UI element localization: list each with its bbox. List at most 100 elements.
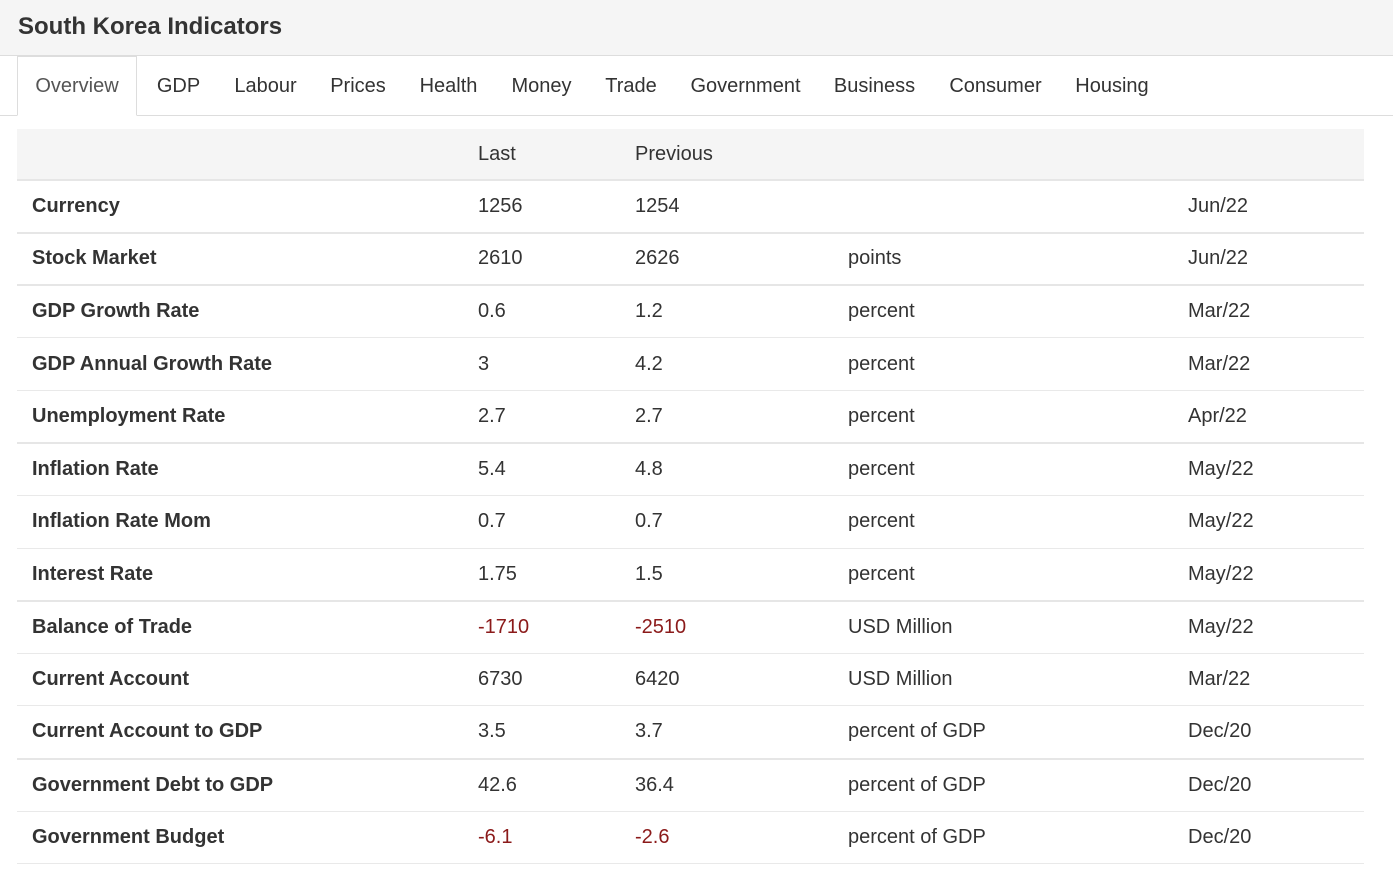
reference-date: Jun/22	[1188, 247, 1249, 270]
tab-bar: Overview GDP Labour Prices Health Money …	[0, 56, 1393, 116]
last-value: 0.7	[478, 510, 506, 533]
reference-date: Mar/22	[1188, 300, 1251, 323]
last-value: -1710	[478, 615, 530, 638]
indicator-link[interactable]: Government Debt to GDP	[32, 773, 274, 796]
indicator-link[interactable]: Government Budget	[32, 825, 225, 848]
tab-health[interactable]: Health	[419, 74, 478, 97]
unit	[848, 180, 1188, 233]
previous-value: 4.2	[635, 352, 663, 375]
last-value: 0.6	[478, 300, 506, 323]
reference-date: Mar/22	[1188, 668, 1251, 691]
table-row: GDP Annual Growth Rate 3 4.2 percent Mar…	[17, 338, 1364, 391]
table-row: Current Account to GDP 3.5 3.7 percent o…	[17, 706, 1364, 759]
previous-value: 6420	[635, 668, 680, 691]
previous-value: 0.7	[635, 510, 663, 533]
last-value: 1.75	[478, 562, 517, 585]
unit: USD Million	[848, 615, 953, 638]
tab-trade[interactable]: Trade	[605, 74, 657, 97]
table-row: Interest Rate 1.75 1.5 percent May/22	[17, 548, 1364, 601]
tab-business[interactable]: Business	[833, 74, 916, 97]
table-row: Inflation Rate Mom 0.7 0.7 percent May/2…	[17, 496, 1364, 549]
unit: percent	[848, 510, 915, 533]
tab-consumer[interactable]: Consumer	[949, 74, 1042, 97]
indicator-link[interactable]: Currency	[32, 194, 120, 217]
reference-date: Dec/20	[1188, 720, 1252, 743]
indicator-link[interactable]: Inflation Rate	[32, 458, 159, 481]
reference-date: Jun/22	[1188, 194, 1249, 217]
reference-date: Apr/22	[1188, 404, 1247, 427]
indicator-link[interactable]: Current Account	[32, 668, 190, 691]
last-value: 3.5	[478, 720, 506, 743]
last-value: 2610	[478, 247, 523, 270]
indicator-link[interactable]: Inflation Rate Mom	[32, 510, 211, 533]
last-value: 2.7	[478, 404, 506, 427]
indicator-link[interactable]: Unemployment Rate	[32, 404, 226, 427]
unit: percent of GDP	[848, 720, 986, 743]
table-header-row: Last Previous	[17, 129, 1364, 181]
tab-labour[interactable]: Labour	[234, 74, 297, 97]
previous-value: 1254	[635, 194, 680, 217]
indicator-link[interactable]: Balance of Trade	[32, 615, 193, 638]
tab-money[interactable]: Money	[511, 74, 572, 97]
indicators-table-container: Last Previous Currency 1256 1254 Jun/22 …	[17, 129, 1364, 864]
previous-value: 2.7	[635, 404, 663, 427]
indicator-link[interactable]: GDP Annual Growth Rate	[32, 352, 273, 375]
unit: percent	[848, 562, 915, 585]
page-title: South Korea Indicators	[18, 12, 283, 40]
reference-date: May/22	[1188, 510, 1254, 533]
unit: percent of GDP	[848, 825, 986, 848]
header-unit	[848, 129, 1188, 181]
indicator-link[interactable]: GDP Growth Rate	[32, 300, 200, 323]
unit: percent of GDP	[848, 773, 986, 796]
last-value: 1256	[478, 194, 523, 217]
previous-value: 2626	[635, 247, 680, 270]
previous-value: -2510	[635, 615, 687, 638]
table-row: Government Debt to GDP 42.6 36.4 percent…	[17, 759, 1364, 812]
table-row: Currency 1256 1254 Jun/22	[17, 180, 1364, 233]
table-row: Stock Market 2610 2626 points Jun/22	[17, 233, 1364, 286]
table-row: Inflation Rate 5.4 4.8 percent May/22	[17, 443, 1364, 496]
last-value: 5.4	[478, 458, 506, 481]
unit: percent	[848, 352, 915, 375]
reference-date: Dec/20	[1188, 825, 1252, 848]
indicator-link[interactable]: Current Account to GDP	[32, 720, 263, 743]
reference-date: Mar/22	[1188, 352, 1251, 375]
last-value: 3	[478, 352, 490, 375]
last-value: 42.6	[478, 773, 517, 796]
table-row: GDP Growth Rate 0.6 1.2 percent Mar/22	[17, 285, 1364, 338]
header-name	[17, 129, 478, 181]
indicator-link[interactable]: Interest Rate	[32, 562, 154, 585]
header-previous: Previous	[635, 129, 848, 181]
tab-prices[interactable]: Prices	[330, 74, 386, 97]
indicators-table: Last Previous Currency 1256 1254 Jun/22 …	[17, 129, 1364, 864]
tab-overview[interactable]: Overview	[17, 56, 137, 116]
table-row: Balance of Trade -1710 -2510 USD Million…	[17, 601, 1364, 654]
previous-value: 3.7	[635, 720, 663, 743]
previous-value: 1.2	[635, 300, 663, 323]
indicator-link[interactable]: Stock Market	[32, 247, 157, 270]
reference-date: May/22	[1188, 615, 1254, 638]
table-row: Unemployment Rate 2.7 2.7 percent Apr/22	[17, 390, 1364, 443]
tab-housing[interactable]: Housing	[1075, 74, 1149, 97]
unit: points	[848, 247, 902, 270]
tab-gdp[interactable]: GDP	[156, 74, 201, 97]
reference-date: May/22	[1188, 562, 1254, 585]
previous-value: -2.6	[635, 825, 670, 848]
unit: percent	[848, 458, 915, 481]
unit: percent	[848, 404, 915, 427]
last-value: 6730	[478, 668, 523, 691]
unit: USD Million	[848, 668, 953, 691]
header-last: Last	[478, 129, 635, 181]
header-date	[1188, 129, 1364, 181]
tab-government[interactable]: Government	[690, 74, 801, 97]
reference-date: Dec/20	[1188, 773, 1252, 796]
title-bar: South Korea Indicators	[0, 0, 1393, 56]
previous-value: 36.4	[635, 773, 674, 796]
table-row: Government Budget -6.1 -2.6 percent of G…	[17, 811, 1364, 864]
unit: percent	[848, 300, 915, 323]
reference-date: May/22	[1188, 458, 1254, 481]
previous-value: 1.5	[635, 562, 663, 585]
previous-value: 4.8	[635, 458, 663, 481]
table-row: Current Account 6730 6420 USD Million Ma…	[17, 653, 1364, 706]
last-value: -6.1	[478, 825, 513, 848]
